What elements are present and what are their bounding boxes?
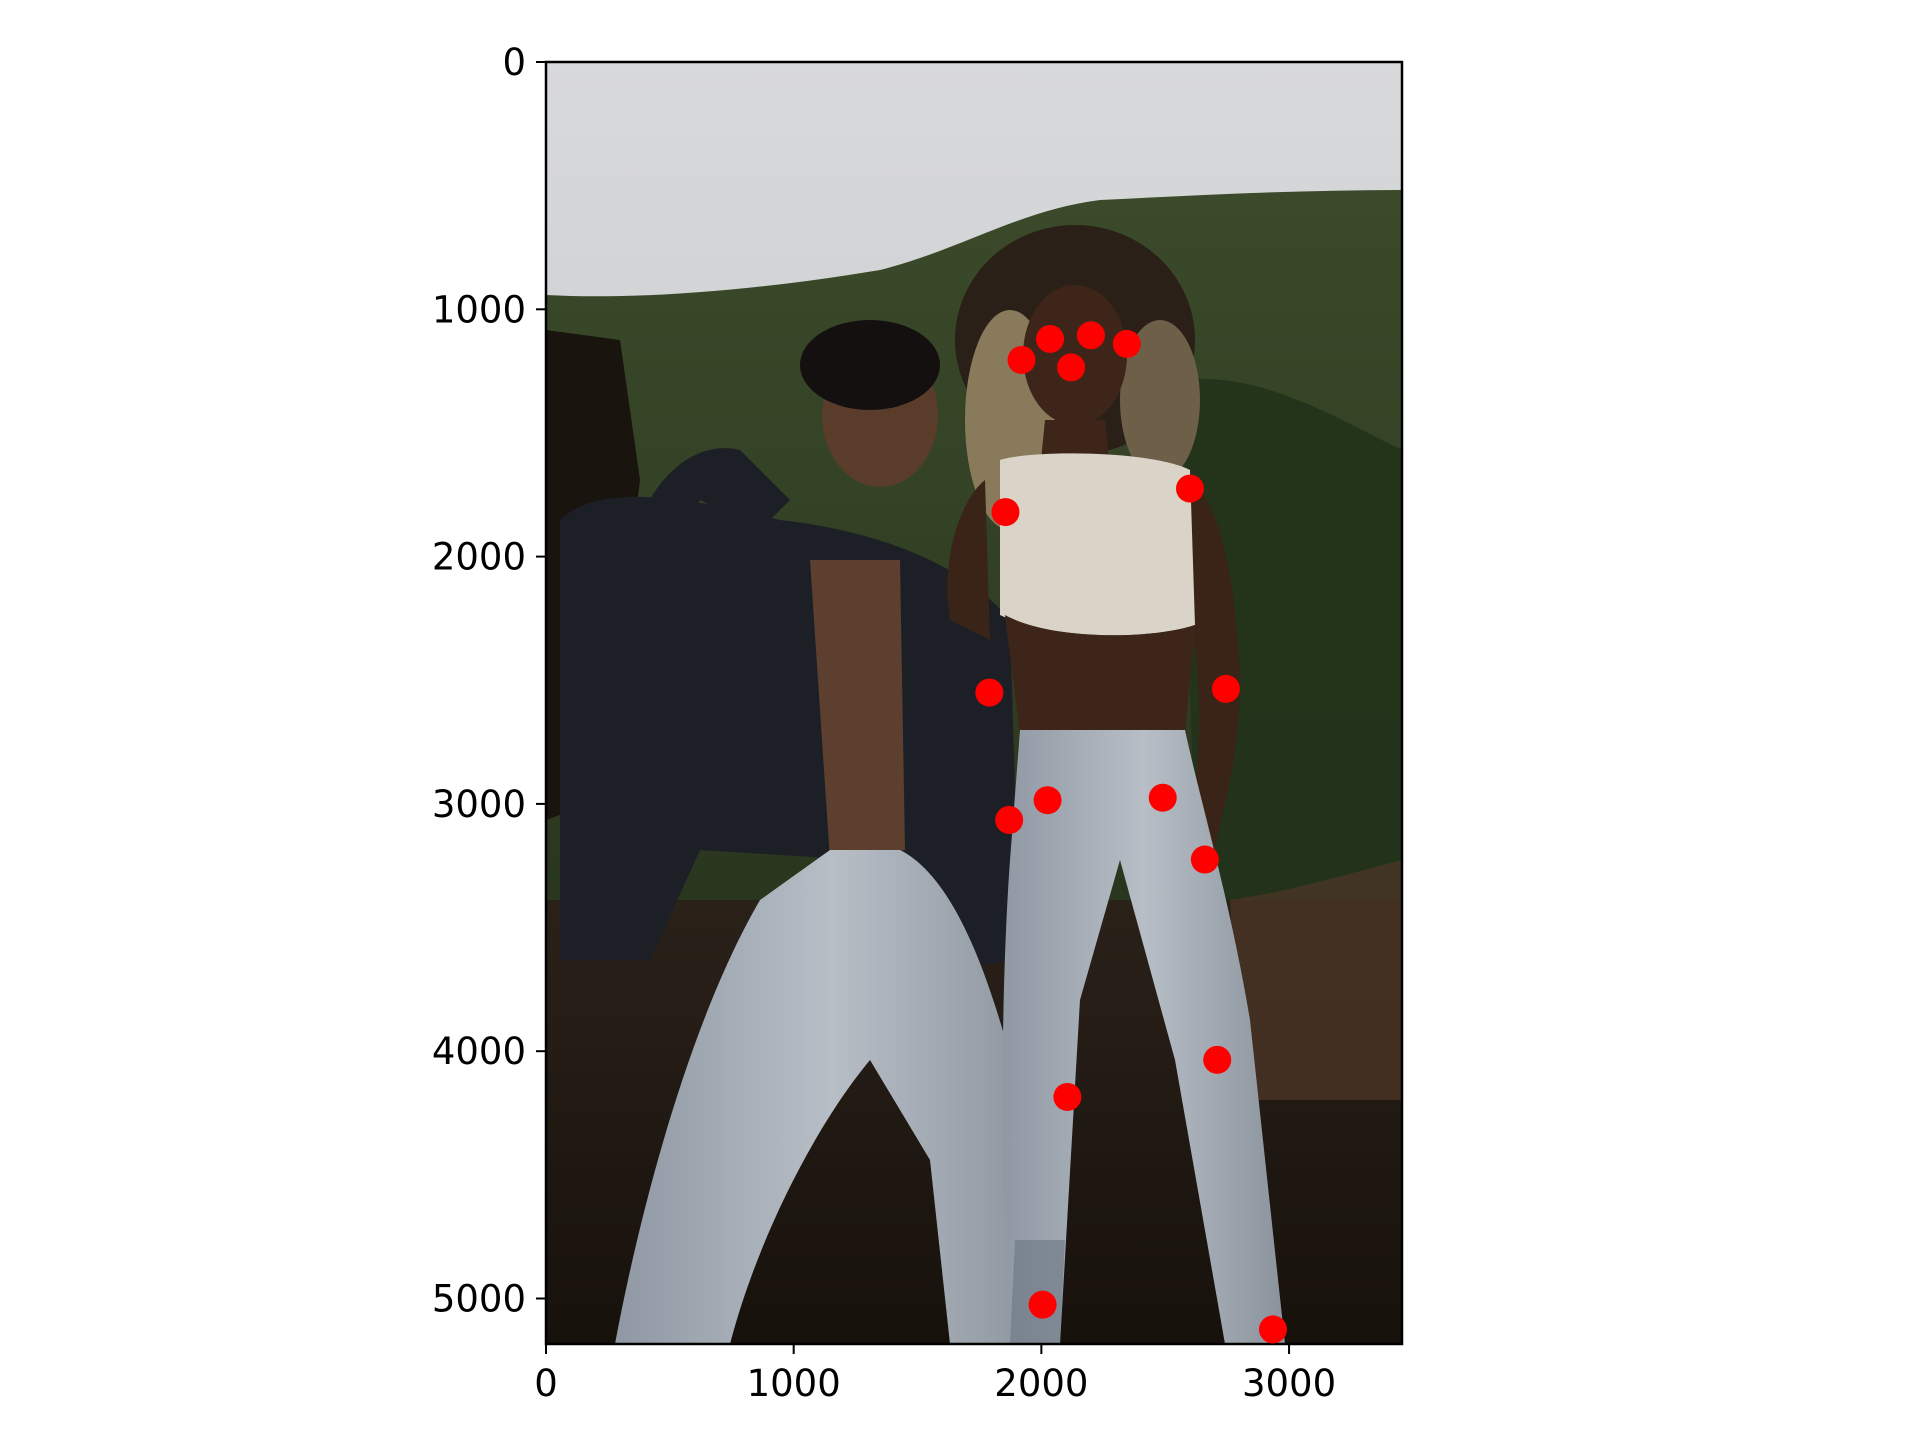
keypoint-marker [1190, 845, 1219, 874]
keypoint-marker [1036, 324, 1065, 353]
woman-figure [947, 225, 1285, 1344]
y-tick-label: 1000 [432, 288, 526, 331]
keypoint-marker [975, 678, 1004, 707]
y-axis-ticks: 0 1000 2000 3000 4000 5000 [432, 41, 546, 1320]
keypoint-marker [991, 498, 1020, 527]
x-tick-label: 3000 [1242, 1362, 1336, 1405]
keypoint-marker [995, 805, 1024, 834]
x-tick-label: 1000 [747, 1362, 841, 1405]
keypoint-marker [1007, 345, 1036, 374]
y-tick-label: 5000 [432, 1277, 526, 1320]
axes-frame [544, 60, 1404, 1346]
keypoint-marker [1076, 321, 1105, 350]
keypoint-marker [1053, 1082, 1082, 1111]
y-tick-label: 4000 [432, 1030, 526, 1073]
keypoint-marker [1057, 353, 1086, 382]
keypoint-marker [1028, 1290, 1057, 1319]
background-photo [546, 62, 1402, 1344]
x-axis-ticks: 0 1000 2000 3000 [534, 1344, 1336, 1405]
keypoint-marker [1112, 329, 1141, 358]
y-tick-label: 2000 [432, 536, 526, 579]
keypoint-markers [975, 321, 1287, 1344]
keypoint-marker [1148, 783, 1177, 812]
man-figure [560, 320, 1050, 1344]
keypoint-marker [1211, 674, 1240, 703]
x-tick-label: 2000 [994, 1362, 1088, 1405]
y-tick-label: 0 [502, 41, 526, 84]
keypoint-marker [1203, 1045, 1232, 1074]
keypoint-marker [1033, 786, 1062, 815]
y-tick-label: 3000 [432, 783, 526, 826]
x-tick-label: 0 [534, 1362, 558, 1405]
keypoint-marker [1258, 1315, 1287, 1344]
keypoint-marker [1175, 474, 1204, 503]
